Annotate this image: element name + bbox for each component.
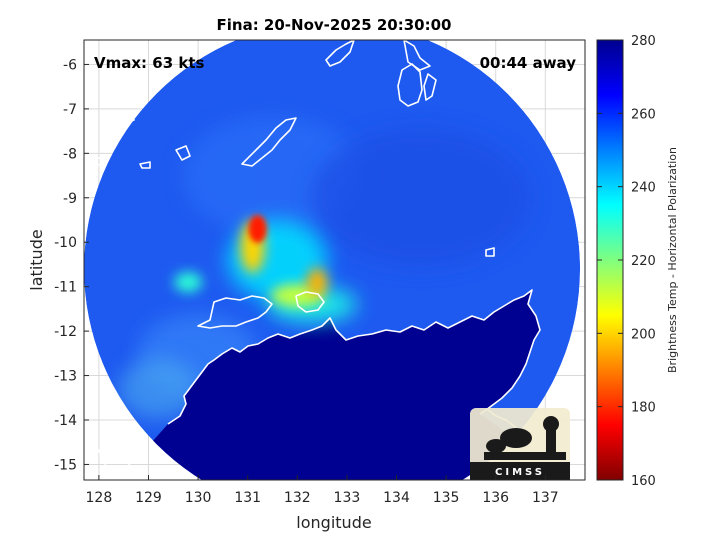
chart-title: Fina: 20-Nov-2025 20:30:00 — [217, 16, 452, 34]
coastline-aru — [397, 63, 423, 107]
y-tick-label: -11 — [54, 280, 77, 296]
colorbar-tick-label: 180 — [631, 401, 656, 416]
time-away-annotation: 00:44 away — [480, 54, 577, 72]
coastline-mainland — [167, 289, 541, 425]
colorbar-tick-label: 260 — [631, 107, 656, 122]
vmax-annotation: Vmax: 63 kts — [94, 54, 204, 72]
x-tick-label: 132 — [284, 490, 311, 506]
coastline-east-1 — [574, 153, 583, 159]
x-axis-label: longitude — [296, 513, 371, 532]
coastline-west-2 — [119, 451, 135, 475]
band-east — [307, 268, 328, 297]
y-tick-label: -7 — [63, 102, 77, 118]
logo-text: CIMSS — [495, 467, 545, 478]
colorbar-tick-label: 220 — [631, 254, 656, 269]
x-tick-label: 133 — [334, 490, 361, 506]
coastline-islet-3 — [139, 161, 151, 169]
logo-dish-icon — [500, 428, 532, 448]
ocean-patch — [311, 127, 532, 268]
coastline-tiwi — [197, 295, 273, 329]
logo-building-icon — [484, 452, 566, 460]
colorbar-tick-label: 160 — [631, 474, 656, 489]
y-tick-label: -15 — [54, 457, 77, 473]
colorbar-label: Brightness Temp - Horizontal Polarizatio… — [666, 147, 679, 373]
coastline-aru-2 — [423, 73, 437, 101]
x-tick-label: 129 — [135, 490, 162, 506]
deep-convection-core — [248, 214, 267, 243]
colorbar-tick-label: 200 — [631, 327, 656, 342]
y-ticks: -6 -7 -8 -9 -10 -11 -12 -13 -14 -15 — [54, 57, 89, 473]
coastline-islet-2 — [125, 113, 135, 123]
y-tick-label: -6 — [63, 57, 77, 73]
cimss-logo: CIMSS — [470, 408, 570, 480]
ocean-patch — [118, 358, 199, 419]
x-tick-label: 135 — [433, 490, 460, 506]
logo-dish-small-icon — [486, 439, 506, 453]
coastline-islet-1 — [175, 145, 191, 161]
x-tick-label: 137 — [532, 490, 559, 506]
coastline-west-cape — [84, 435, 109, 480]
logo-tower-top-icon — [543, 416, 559, 432]
x-tick-label: 130 — [185, 490, 212, 506]
y-tick-label: -13 — [54, 369, 77, 385]
y-axis-label: latitude — [27, 229, 46, 290]
x-tick-label: 128 — [86, 490, 113, 506]
y-tick-label: -8 — [63, 146, 77, 162]
x-tick-label: 131 — [234, 490, 261, 506]
x-ticks: 128 129 130 131 132 133 134 135 136 137 — [86, 475, 559, 506]
colorbar-tick-label: 280 — [631, 34, 656, 49]
coastline-islet-4 — [87, 157, 103, 167]
axes-box — [83, 39, 586, 481]
y-tick-label: -12 — [54, 324, 77, 340]
logo-tower-icon — [546, 424, 556, 458]
coastline-northeast — [403, 40, 431, 71]
colorbar-ticks: 160 180 200 220 240 260 280 — [597, 34, 656, 489]
coastline-tanimbar — [241, 117, 297, 167]
x-tick-label: 134 — [383, 490, 410, 506]
y-tick-label: -9 — [63, 191, 77, 207]
y-tick-label: -14 — [54, 413, 77, 429]
coastline-island-south — [295, 291, 325, 313]
y-tick-label: -10 — [54, 235, 77, 251]
coastline-north — [325, 40, 355, 67]
outer-band-west — [174, 272, 203, 293]
coastline-islet-5 — [485, 247, 495, 257]
colorbar-tick-label: 240 — [631, 181, 656, 196]
x-tick-label: 136 — [482, 490, 509, 506]
